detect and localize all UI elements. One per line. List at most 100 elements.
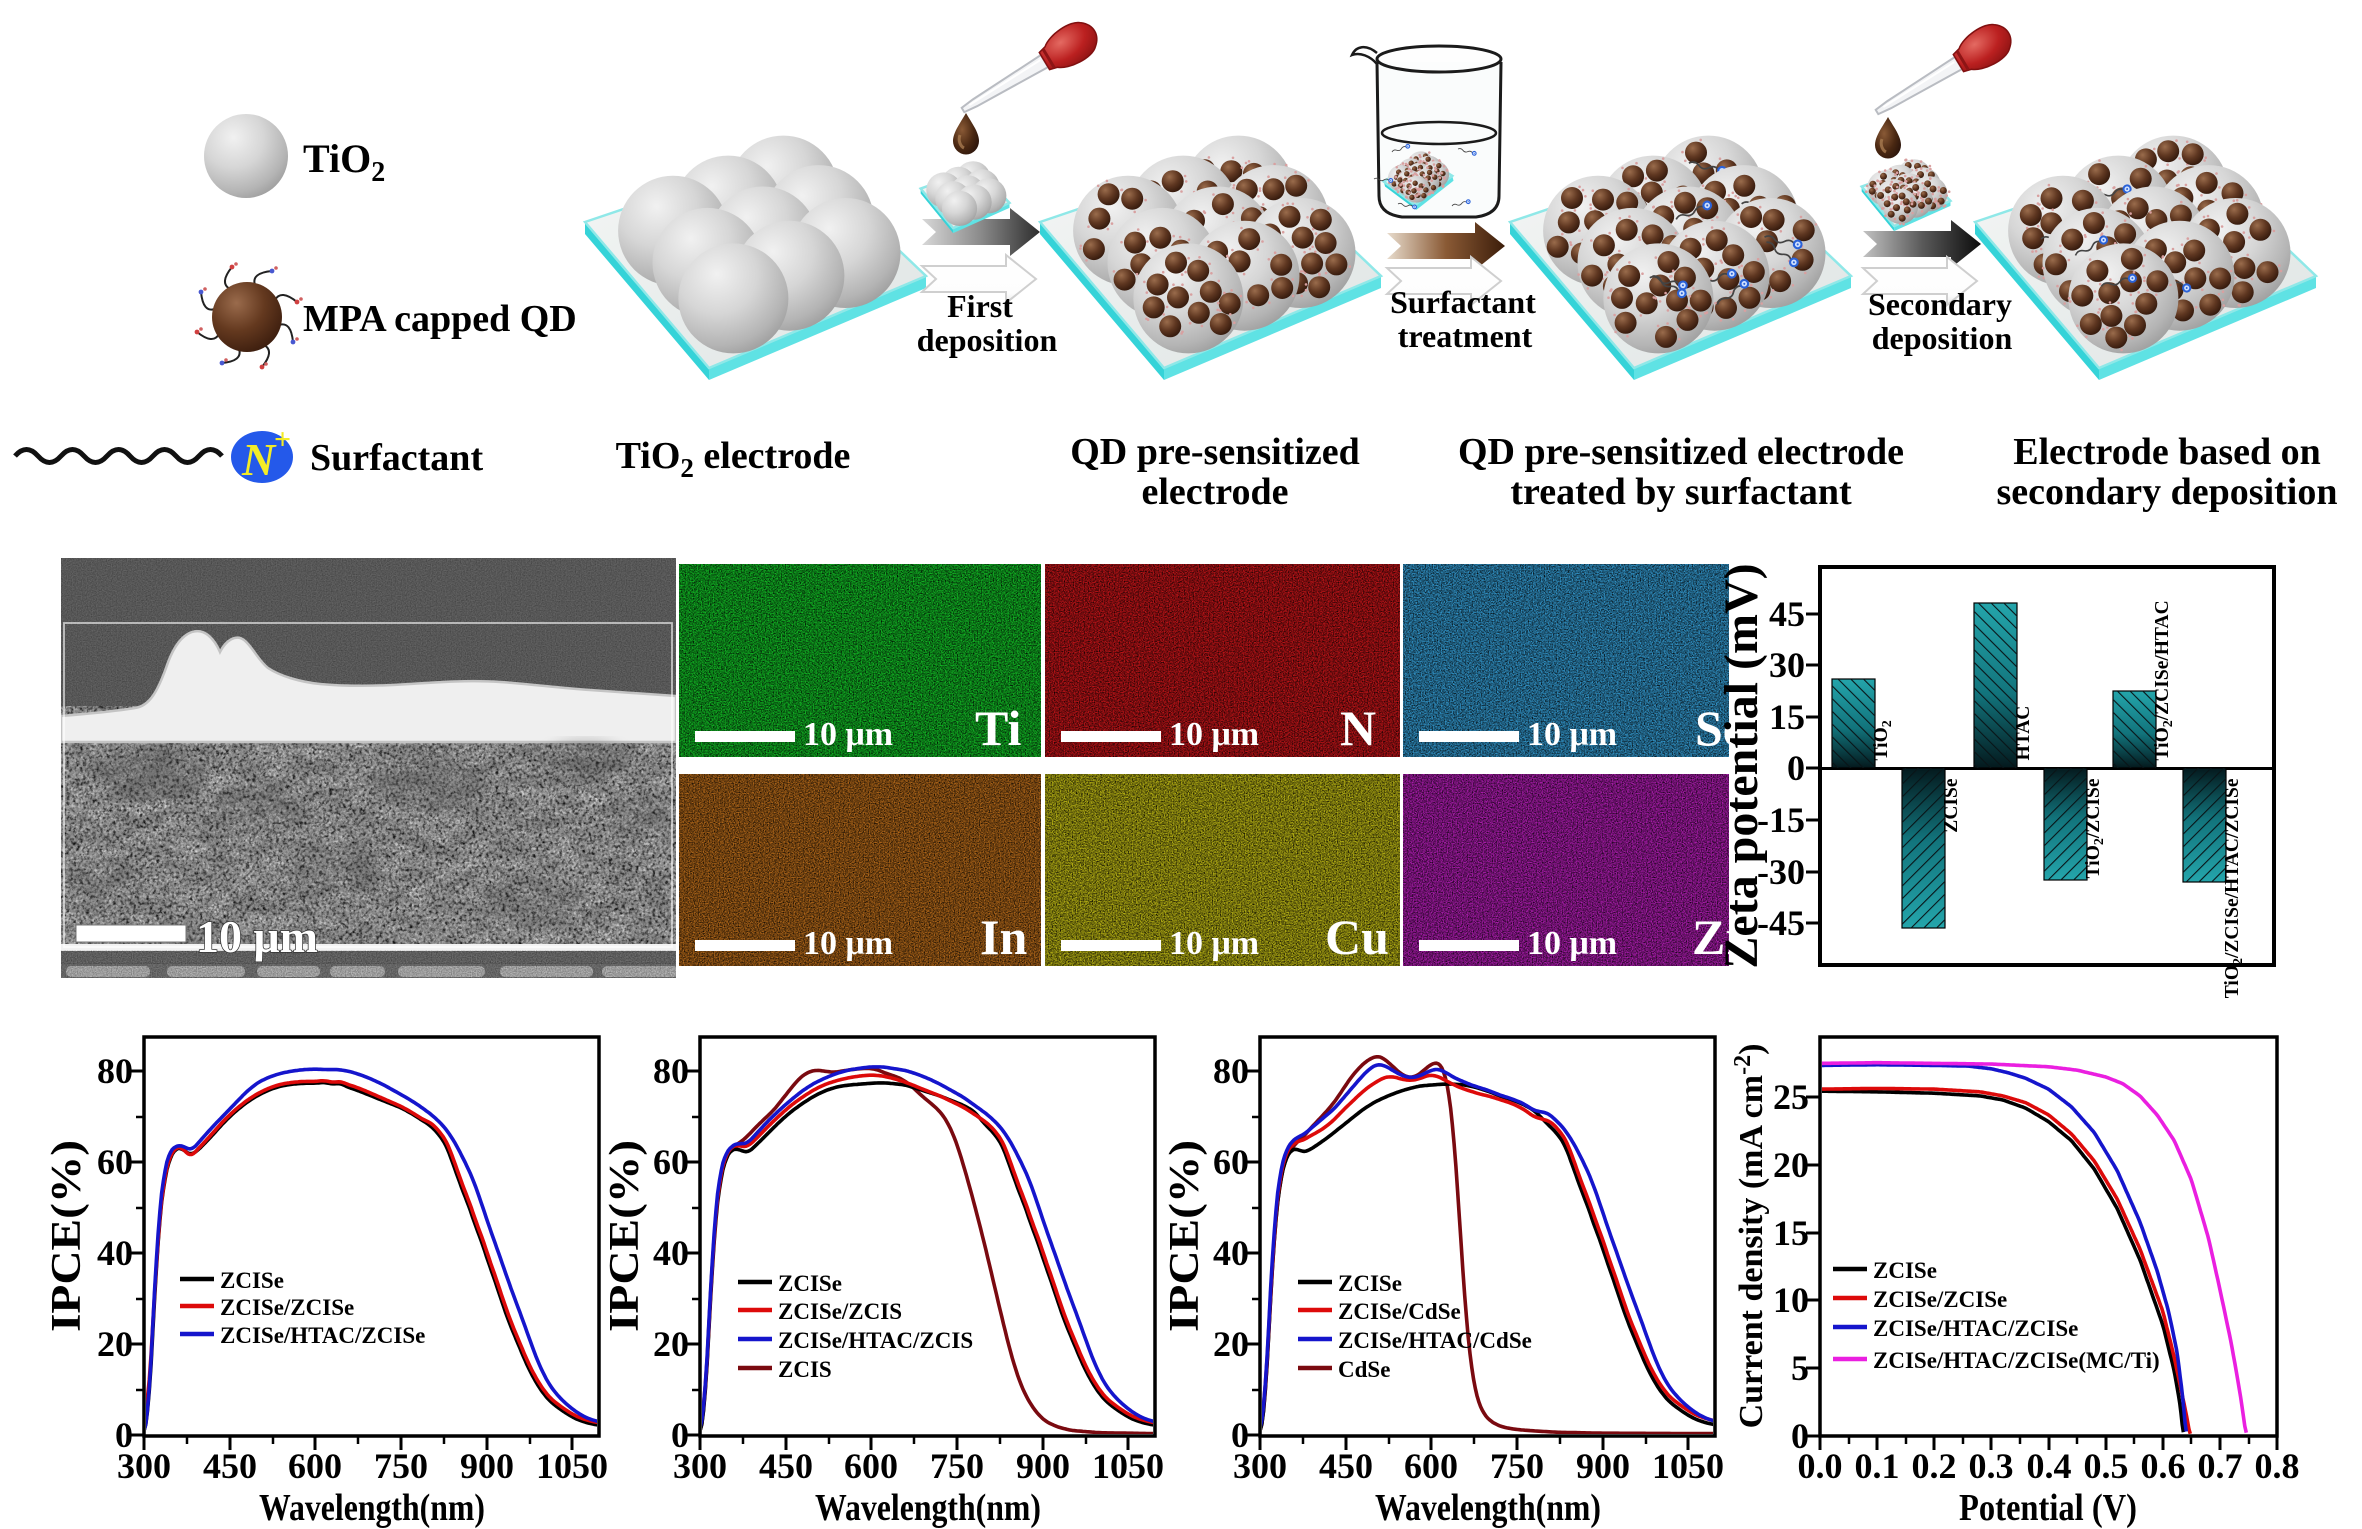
svg-text:Current density (mA cm-2): Current density (mA cm-2) xyxy=(1730,1044,1770,1429)
svg-text:10 μm: 10 μm xyxy=(1527,716,1617,753)
svg-text:0.7: 0.7 xyxy=(2198,1446,2243,1486)
svg-text:Surfactant: Surfactant xyxy=(310,437,483,479)
svg-text:ZCIS: ZCIS xyxy=(778,1357,832,1382)
svg-text:1050: 1050 xyxy=(536,1446,608,1486)
svg-text:0.1: 0.1 xyxy=(1855,1446,1900,1486)
svg-text:750: 750 xyxy=(374,1446,428,1486)
svg-text:ZCISe: ZCISe xyxy=(220,1268,284,1293)
svg-text:300: 300 xyxy=(117,1446,171,1486)
svg-text:600: 600 xyxy=(1404,1446,1458,1486)
svg-text:30: 30 xyxy=(1769,645,1805,685)
svg-text:deposition: deposition xyxy=(1872,320,2013,356)
svg-text:750: 750 xyxy=(930,1446,984,1486)
svg-text:40: 40 xyxy=(97,1233,133,1273)
svg-text:ZCISe: ZCISe xyxy=(778,1271,842,1296)
svg-text:0.0: 0.0 xyxy=(1798,1446,1843,1486)
svg-text:In: In xyxy=(980,909,1027,965)
svg-text:ZCISe/HTAC/ZCISe(MC/Ti): ZCISe/HTAC/ZCISe(MC/Ti) xyxy=(1873,1348,2160,1373)
svg-text:Zeta potential (mV): Zeta potential (mV) xyxy=(1715,563,1768,968)
svg-text:ZCISe: ZCISe xyxy=(1941,778,1962,833)
svg-text:25: 25 xyxy=(1773,1077,1809,1117)
svg-text:20: 20 xyxy=(1773,1145,1809,1185)
svg-text:treated by surfactant: treated by surfactant xyxy=(1510,471,1852,513)
svg-text:0: 0 xyxy=(1231,1415,1249,1455)
svg-text:0.8: 0.8 xyxy=(2255,1446,2300,1486)
svg-text:Secondary: Secondary xyxy=(1868,286,2012,322)
svg-text:TiO2​/ZCISe/HTAC/ZCISe: TiO2​/ZCISe/HTAC/ZCISe xyxy=(2222,778,2246,998)
svg-text:Wavelength(nm): Wavelength(nm) xyxy=(259,1487,485,1529)
svg-text:900: 900 xyxy=(1016,1446,1070,1486)
svg-text:IPCE(%): IPCE(%) xyxy=(44,1140,90,1332)
svg-text:treatment: treatment xyxy=(1398,318,1533,354)
svg-text:IPCE(%): IPCE(%) xyxy=(1162,1140,1208,1332)
svg-text:0: 0 xyxy=(1791,1416,1809,1456)
svg-text:ZCISe/CdSe: ZCISe/CdSe xyxy=(1338,1299,1461,1324)
svg-text:TiO2 electrode: TiO2 electrode xyxy=(616,435,851,483)
svg-text:450: 450 xyxy=(759,1446,813,1486)
svg-text:Cu: Cu xyxy=(1325,909,1389,965)
svg-text:0.4: 0.4 xyxy=(2027,1446,2072,1486)
svg-text:+: + xyxy=(274,423,291,456)
svg-text:450: 450 xyxy=(203,1446,257,1486)
svg-text:First: First xyxy=(947,288,1013,324)
svg-text:20: 20 xyxy=(653,1324,689,1364)
svg-text:electrode: electrode xyxy=(1142,471,1289,513)
svg-text:10 μm: 10 μm xyxy=(1169,716,1259,753)
svg-text:10 μm: 10 μm xyxy=(196,911,318,962)
svg-text:0.3: 0.3 xyxy=(1969,1446,2014,1486)
svg-text:60: 60 xyxy=(1213,1142,1249,1182)
svg-text:40: 40 xyxy=(653,1233,689,1273)
svg-text:CdSe: CdSe xyxy=(1338,1357,1390,1382)
svg-text:80: 80 xyxy=(97,1051,133,1091)
svg-text:60: 60 xyxy=(653,1142,689,1182)
svg-text:ZCISe/ZCIS: ZCISe/ZCIS xyxy=(778,1299,902,1324)
svg-text:0: 0 xyxy=(671,1415,689,1455)
svg-text:80: 80 xyxy=(1213,1051,1249,1091)
svg-text:ZCISe: ZCISe xyxy=(1338,1271,1402,1296)
svg-text:IPCE(%): IPCE(%) xyxy=(602,1140,648,1332)
svg-text:600: 600 xyxy=(288,1446,342,1486)
svg-text:10 μm: 10 μm xyxy=(803,925,893,962)
svg-text:5: 5 xyxy=(1791,1348,1809,1388)
svg-text:45: 45 xyxy=(1769,594,1805,634)
svg-text:300: 300 xyxy=(673,1446,727,1486)
svg-text:900: 900 xyxy=(460,1446,514,1486)
svg-text:N: N xyxy=(241,434,277,485)
svg-text:deposition: deposition xyxy=(917,322,1058,358)
svg-text:N: N xyxy=(1340,700,1376,756)
svg-text:750: 750 xyxy=(1490,1446,1544,1486)
svg-text:40: 40 xyxy=(1213,1233,1249,1273)
svg-text:15: 15 xyxy=(1773,1213,1809,1253)
svg-text:80: 80 xyxy=(653,1051,689,1091)
svg-text:15: 15 xyxy=(1769,697,1805,737)
svg-text:Surfactant: Surfactant xyxy=(1390,284,1536,320)
svg-text:1050: 1050 xyxy=(1092,1446,1164,1486)
svg-text:20: 20 xyxy=(1213,1324,1249,1364)
svg-text:-30: -30 xyxy=(1757,852,1805,892)
svg-text:-45: -45 xyxy=(1757,903,1805,943)
svg-text:-15: -15 xyxy=(1757,800,1805,840)
svg-text:TiO2​/ZCISe: TiO2​/ZCISe xyxy=(2083,778,2107,878)
svg-text:600: 600 xyxy=(844,1446,898,1486)
svg-text:Electrode based on: Electrode based on xyxy=(2013,431,2321,473)
svg-text:ZCISe/HTAC/ZCIS: ZCISe/HTAC/ZCIS xyxy=(778,1328,973,1353)
svg-text:0.2: 0.2 xyxy=(1912,1446,1957,1486)
svg-text:ZCISe/ZCISe: ZCISe/ZCISe xyxy=(220,1295,354,1320)
svg-text:10: 10 xyxy=(1773,1280,1809,1320)
svg-text:Se: Se xyxy=(1695,700,1745,756)
svg-text:ZCISe: ZCISe xyxy=(1873,1258,1937,1283)
svg-text:Potential (V): Potential (V) xyxy=(1959,1487,2137,1529)
svg-text:10 μm: 10 μm xyxy=(1527,925,1617,962)
svg-text:QD pre-sensitized: QD pre-sensitized xyxy=(1070,431,1360,473)
svg-text:Wavelength(nm): Wavelength(nm) xyxy=(815,1487,1041,1529)
svg-text:0.6: 0.6 xyxy=(2141,1446,2186,1486)
svg-text:Zn: Zn xyxy=(1692,909,1753,965)
svg-text:10 μm: 10 μm xyxy=(1169,925,1259,962)
svg-text:0: 0 xyxy=(115,1415,133,1455)
svg-text:900: 900 xyxy=(1576,1446,1630,1486)
svg-text:450: 450 xyxy=(1319,1446,1373,1486)
svg-text:ZCISe/ZCISe: ZCISe/ZCISe xyxy=(1873,1287,2007,1312)
svg-text:1050: 1050 xyxy=(1652,1446,1724,1486)
svg-text:0: 0 xyxy=(1787,748,1805,788)
svg-text:Wavelength(nm): Wavelength(nm) xyxy=(1375,1487,1601,1529)
